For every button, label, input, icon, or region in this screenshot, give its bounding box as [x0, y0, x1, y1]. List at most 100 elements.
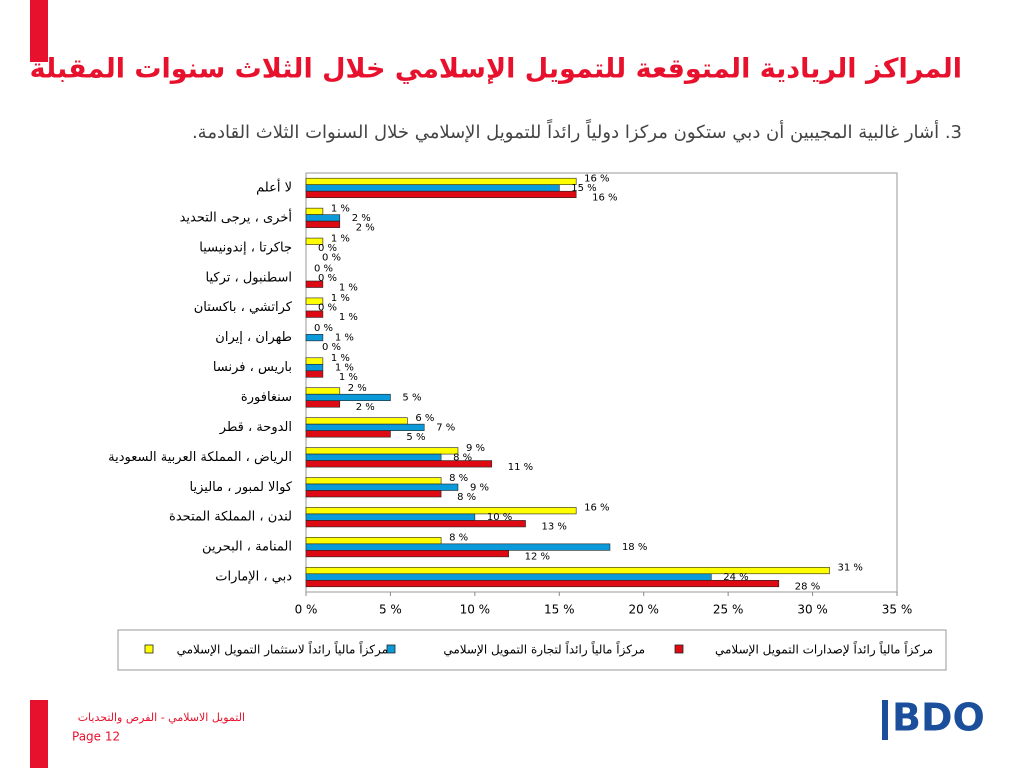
- bar: [305, 190, 577, 199]
- bar: [305, 363, 324, 372]
- value-label: 1 %: [331, 293, 350, 304]
- legend-label: مركزاً مالياً رائداً لإصدارات التمويل ال…: [715, 641, 933, 658]
- value-label: 1 %: [335, 333, 354, 344]
- value-label: 1 %: [339, 282, 358, 293]
- y-tick-label: سنغافورة: [241, 390, 292, 405]
- bar: [305, 453, 442, 461]
- plot-area: [305, 172, 898, 593]
- bar: [305, 573, 712, 581]
- bar: [305, 357, 324, 365]
- value-label: 8 %: [449, 533, 468, 544]
- legend-label: مركزاً مالياً رائداً لتجارة التمويل الإس…: [443, 641, 645, 658]
- logo: BDO: [892, 696, 985, 740]
- value-label: 0 %: [318, 303, 337, 314]
- x-tick-label: 0 %: [295, 603, 318, 617]
- bar: [305, 513, 476, 521]
- legend-label: مركزاً مالياً رائداً لاستثمار التمويل ال…: [177, 641, 388, 658]
- value-label: 9 %: [466, 443, 485, 454]
- bar: [305, 387, 341, 395]
- bar: [305, 393, 391, 402]
- bar: [305, 447, 459, 455]
- value-label: 0 %: [314, 263, 333, 274]
- value-label: 11 %: [508, 462, 533, 473]
- y-tick-label: كوالا لمبور ، ماليزيا: [190, 480, 293, 495]
- bar: [305, 177, 577, 186]
- y-tick-label: المنامة ، البحرين: [202, 540, 292, 555]
- decor-bar: [30, 700, 48, 768]
- footer-text: التمويل الاسلامي - الفرص والتحديات: [78, 711, 245, 724]
- bar: [305, 483, 459, 491]
- value-label: 13 %: [542, 522, 567, 533]
- y-tick-label: دبي ، الإمارات: [215, 570, 292, 585]
- y-tick-label: لا أعلم: [256, 178, 292, 195]
- bar: [305, 537, 442, 545]
- bar: [305, 417, 408, 425]
- value-label: 24 %: [723, 572, 748, 583]
- value-label: 0 %: [318, 273, 337, 284]
- bar: [305, 370, 324, 378]
- bar: [305, 430, 391, 438]
- legend-marker: [144, 644, 154, 654]
- legend-marker: [386, 644, 396, 654]
- value-label: 16 %: [584, 503, 609, 514]
- legend: [117, 629, 947, 671]
- bar: [305, 423, 425, 431]
- value-label: 5 %: [402, 392, 421, 403]
- y-tick-label: الرياض ، المملكة العربية السعودية: [108, 450, 292, 465]
- y-tick-label: جاكرتا ، إندونيسيا: [199, 240, 292, 255]
- legend-marker: [674, 644, 684, 654]
- x-tick-label: 15 %: [544, 603, 575, 617]
- x-tick-label: 5 %: [379, 603, 402, 617]
- value-label: 5 %: [406, 432, 425, 443]
- bar: [305, 207, 324, 215]
- y-tick-label: الدوحة ، قطر: [219, 420, 292, 435]
- chart-title: المراكز الريادية المتوقعة للتمويل الإسلا…: [30, 54, 962, 85]
- value-label: 2 %: [356, 222, 375, 233]
- value-label: 6 %: [415, 413, 434, 424]
- value-label: 0 %: [318, 243, 337, 254]
- value-label: 31 %: [837, 563, 862, 574]
- chart-subtitle: 3. أشار غالبية المجيبين أن دبي ستكون مرك…: [192, 119, 962, 143]
- y-tick-label: لندن ، المملكة المتحدة: [169, 510, 292, 525]
- y-tick-label: أخرى ، يرجى التحديد: [180, 208, 292, 225]
- value-label: 0 %: [322, 342, 341, 353]
- value-label: 10 %: [487, 512, 512, 523]
- x-tick-label: 25 %: [713, 603, 744, 617]
- value-label: 1 %: [339, 372, 358, 383]
- value-label: 2 %: [352, 213, 371, 224]
- bar: [305, 507, 577, 515]
- value-label: 2 %: [356, 402, 375, 413]
- value-label: 1 %: [331, 203, 350, 214]
- x-tick-label: 10 %: [460, 603, 491, 617]
- y-tick-label: اسطنبول ، تركيا: [206, 270, 293, 285]
- bar: [305, 214, 341, 222]
- page-number: Page 12: [72, 730, 120, 744]
- bar: [305, 520, 526, 528]
- bar: [305, 566, 830, 575]
- bar: [305, 477, 442, 485]
- bar: [305, 550, 509, 558]
- y-tick-label: طهران ، إيران: [215, 330, 292, 345]
- value-label: 0 %: [322, 252, 341, 263]
- value-label: 1 %: [335, 363, 354, 374]
- value-label: 8 %: [453, 452, 472, 463]
- bar: [305, 310, 324, 318]
- bar: [305, 184, 560, 192]
- value-label: 9 %: [470, 482, 489, 493]
- value-label: 16 %: [592, 192, 617, 203]
- value-label: 15 %: [571, 183, 596, 194]
- bar: [305, 543, 611, 551]
- bar: [305, 460, 493, 468]
- x-tick-label: 35 %: [882, 603, 913, 617]
- y-tick-label: باريس ، فرنسا: [213, 360, 292, 375]
- value-label: 18 %: [622, 542, 647, 553]
- x-tick-label: 20 %: [628, 603, 659, 617]
- bar: [305, 237, 324, 245]
- y-tick-label: كراتشي ، باكستان: [194, 300, 293, 315]
- bar: [305, 220, 341, 228]
- value-label: 1 %: [339, 312, 358, 323]
- value-label: 8 %: [457, 492, 476, 503]
- bar: [305, 400, 341, 408]
- bar: [305, 297, 324, 305]
